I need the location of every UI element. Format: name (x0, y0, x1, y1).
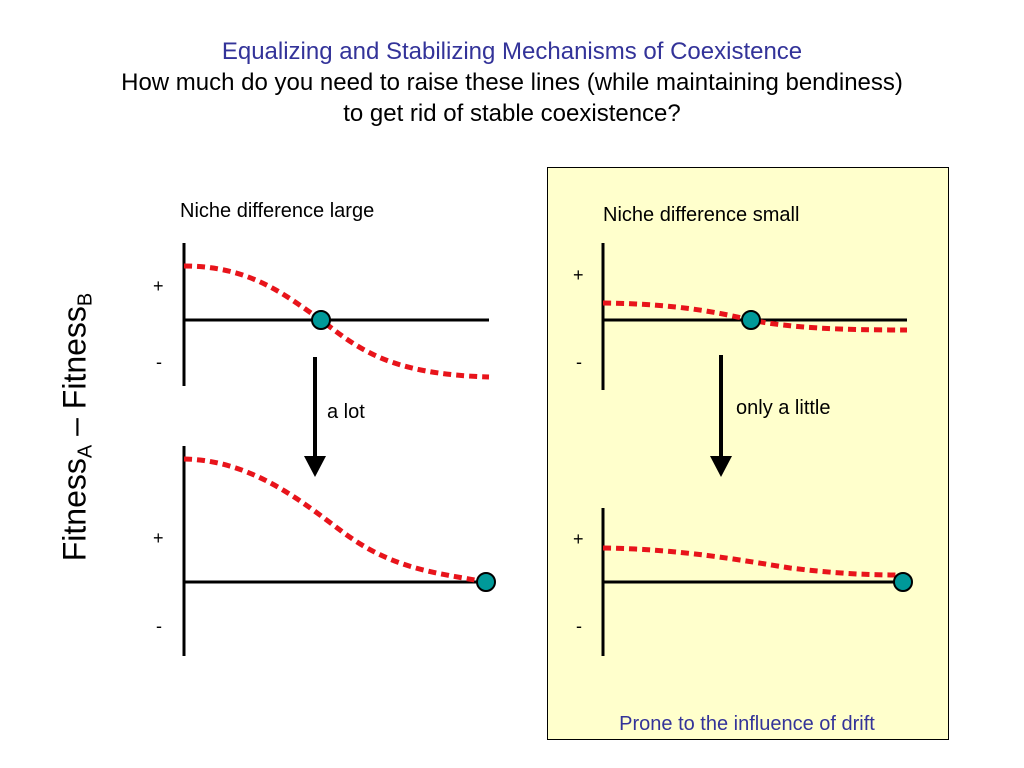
right-arrow-label: only a little (736, 397, 831, 419)
right-column-heading: Niche difference small (603, 204, 800, 226)
right-bottom-fitness-curve (602, 545, 904, 578)
right-bottom-minus-sign: - (576, 616, 582, 636)
slide-question-line-1: How much do you need to raise these line… (121, 69, 903, 96)
drift-caption: Prone to the influence of drift (619, 713, 875, 735)
right-shift-arrow-head (710, 456, 732, 477)
right-bottom-plus-sign: + (573, 529, 584, 549)
left-bottom-fitness-curve (183, 456, 487, 585)
left-bottom-equilibrium-point (476, 572, 496, 592)
left-bottom-plus-sign: + (153, 528, 164, 548)
slide-question-line-2: to get rid of stable coexistence? (343, 100, 681, 127)
left-top-minus-sign: - (156, 352, 162, 372)
slide-title: Equalizing and Stabilizing Mechanisms of… (221, 38, 803, 65)
right-top-equilibrium-point (741, 310, 761, 330)
left-shift-arrow-head (304, 456, 326, 477)
drift-highlight-panel (547, 167, 949, 740)
left-column-heading: Niche difference large (180, 200, 375, 222)
right-top-minus-sign: - (576, 352, 582, 372)
right-top-plus-sign: + (573, 265, 584, 285)
left-top-plus-sign: + (153, 276, 164, 296)
title-block: Equalizing and Stabilizing Mechanisms of… (0, 36, 1024, 129)
left-arrow-label: a lot (327, 401, 365, 423)
left-bottom-minus-sign: - (156, 616, 162, 636)
right-bottom-equilibrium-point (893, 572, 913, 592)
left-top-equilibrium-point (311, 310, 331, 330)
